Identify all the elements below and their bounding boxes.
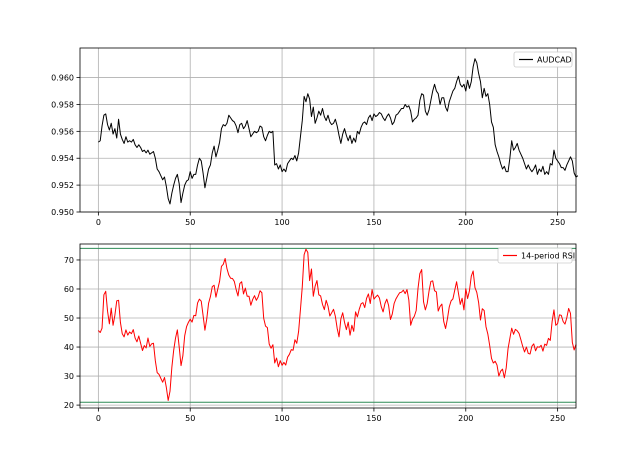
price-legend-box <box>513 51 573 68</box>
price-legend-label: AUDCAD <box>537 56 572 65</box>
price-x-tick-label: 50 <box>185 218 195 227</box>
rsi-panel: 0 50 100 150 200 250 20 30 40 50 60 70 14-period RSI <box>64 243 577 423</box>
price-y-tick-label: 0.952 <box>51 181 74 190</box>
rsi-legend-box <box>497 247 573 264</box>
price-y-tick-label: 0.956 <box>51 127 74 136</box>
rsi-x-tick-label: 150 <box>366 414 381 423</box>
rsi-x-tick-label: 100 <box>274 414 289 423</box>
rsi-axes-frame <box>79 243 577 409</box>
price-y-tick-label: 0.950 <box>51 208 74 217</box>
rsi-y-tick-label: 20 <box>64 401 74 410</box>
rsi-y-tick-label: 70 <box>64 256 74 265</box>
price-x-tick-label: 150 <box>366 218 381 227</box>
rsi-y-tick-label: 60 <box>64 285 74 294</box>
rsi-x-tick-label: 50 <box>185 414 195 423</box>
price-y-tick-label: 0.954 <box>51 154 74 163</box>
rsi-x-tick-label: 200 <box>458 414 473 423</box>
rsi-y-tick-label: 40 <box>64 343 74 352</box>
rsi-plot-area <box>80 244 576 408</box>
rsi-y-tick-label: 50 <box>64 314 74 323</box>
rsi-series-line <box>97 248 577 401</box>
rsi-x-tick-label: 250 <box>550 414 565 423</box>
price-x-tick-label: 100 <box>274 218 289 227</box>
price-series-line <box>98 58 579 205</box>
price-plot-area <box>80 48 576 212</box>
price-y-tick-label: 0.958 <box>51 100 74 109</box>
price-axes-frame <box>79 47 577 213</box>
price-x-tick-label: 200 <box>458 218 473 227</box>
price-y-tick-label: 0.960 <box>51 74 74 83</box>
rsi-y-tick-label: 30 <box>64 372 74 381</box>
price-legend: AUDCAD <box>513 51 573 68</box>
price-x-tick-label: 0 <box>96 218 101 227</box>
rsi-legend: 14-period RSI <box>497 247 575 264</box>
rsi-x-tick-label: 0 <box>96 414 101 423</box>
price-panel: 0 50 100 150 200 250 0.950 0.952 0.954 0.956 0.958… <box>51 47 579 227</box>
price-x-tick-label: 250 <box>550 218 565 227</box>
rsi-legend-label: 14-period RSI <box>521 252 575 261</box>
